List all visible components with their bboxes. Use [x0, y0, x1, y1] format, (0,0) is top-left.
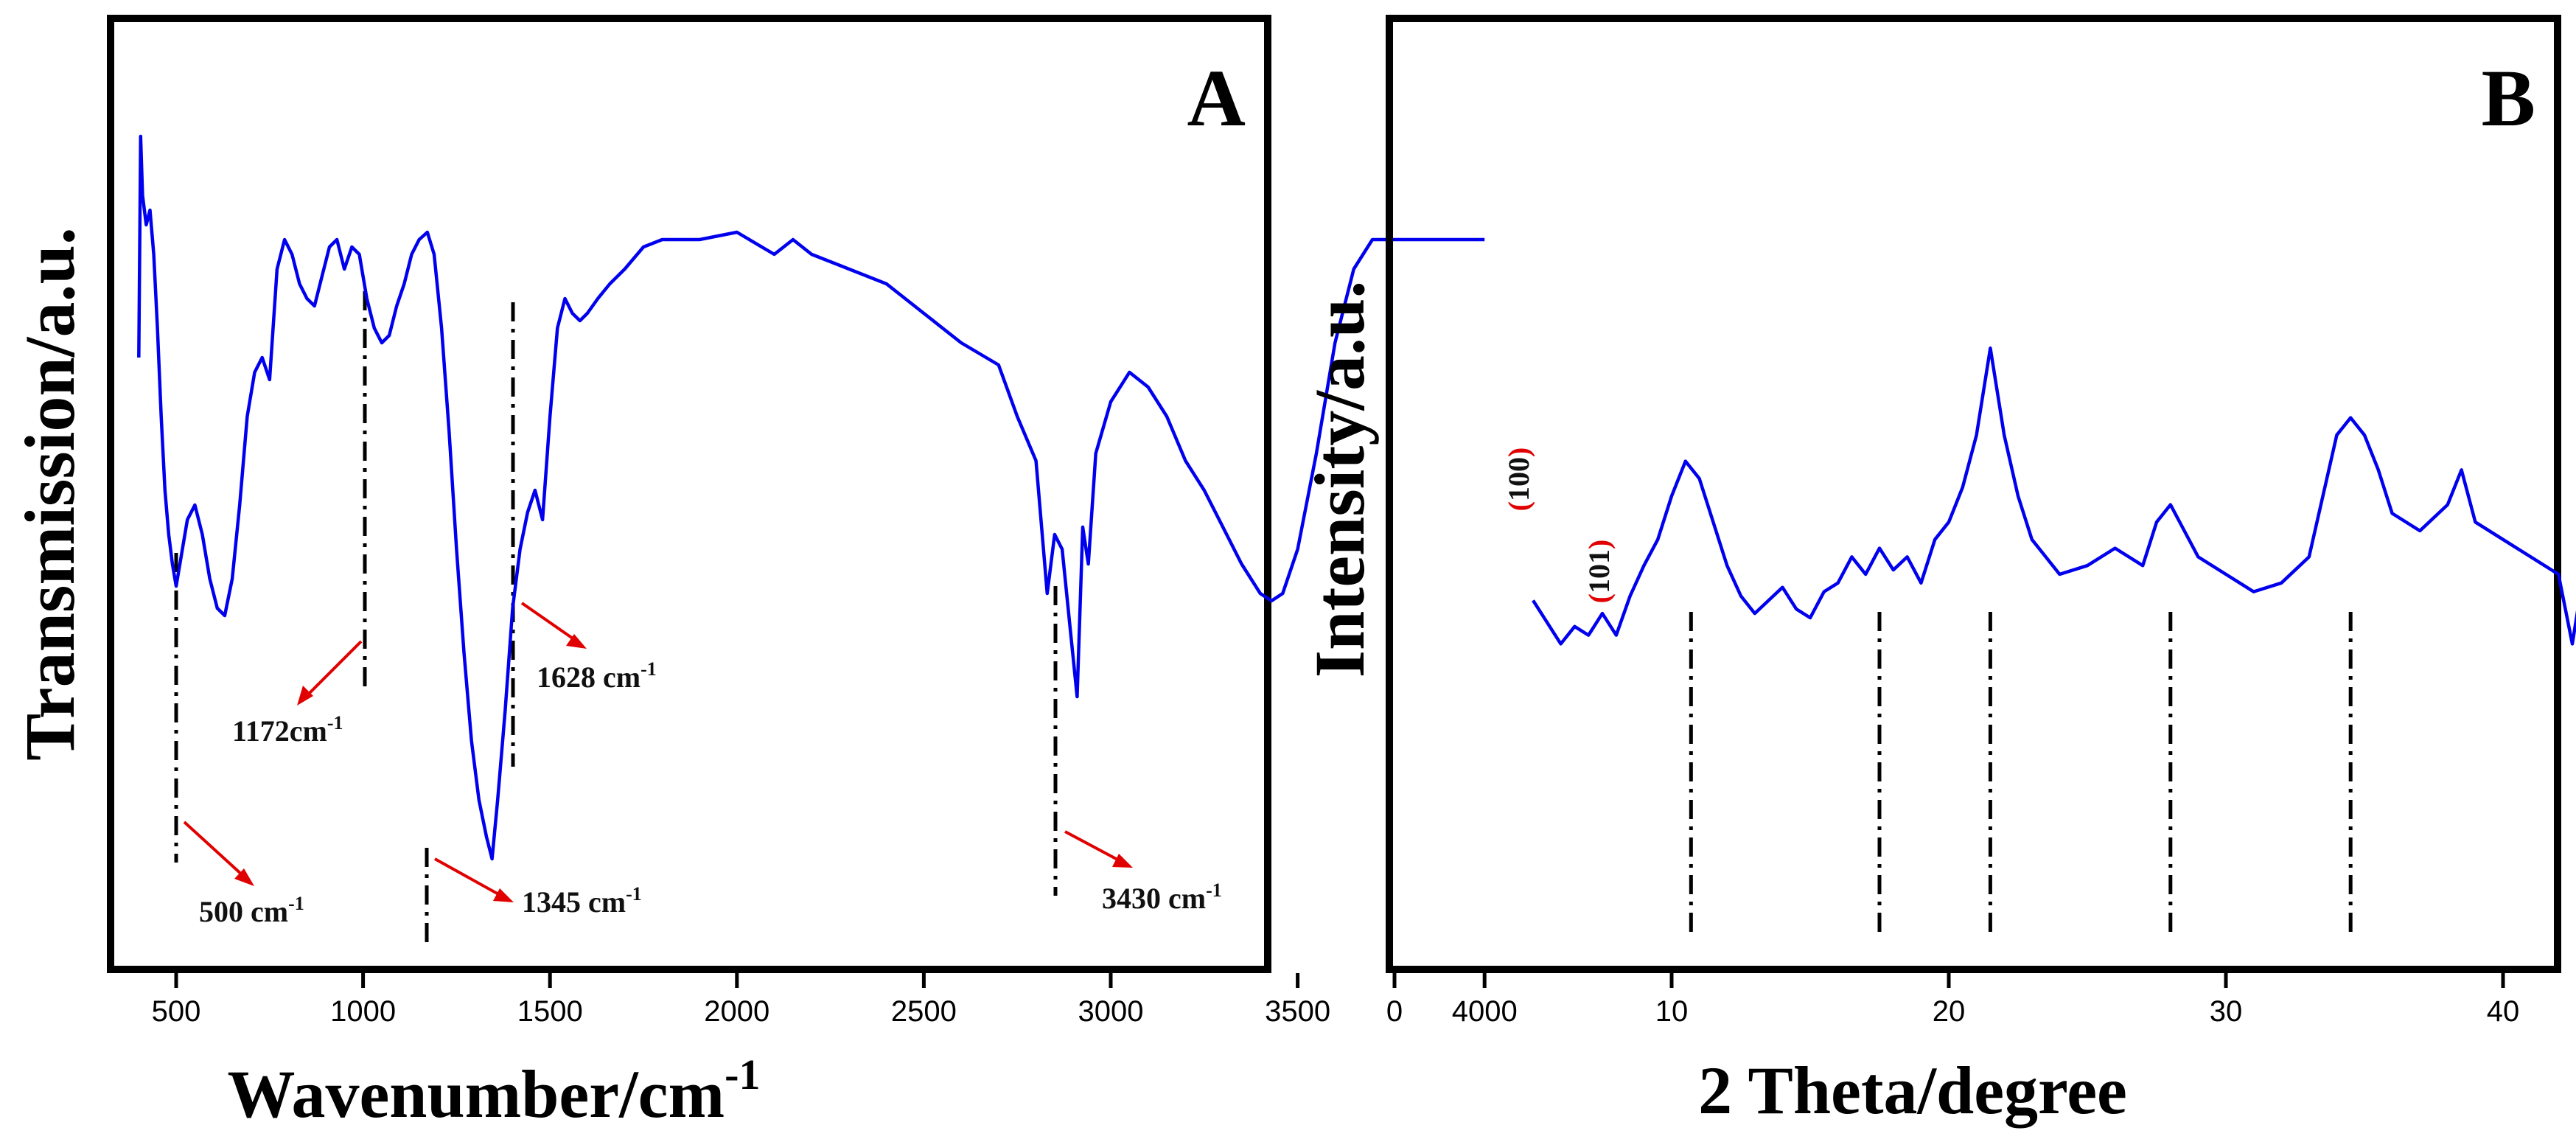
panel-b-label: B: [2482, 53, 2535, 143]
ftir-spectrum-line: [137, 134, 1485, 861]
panel-a-x-tick-label-1000: 1000: [330, 995, 396, 1028]
annotation-3430: 3430 cm-1: [1102, 879, 1222, 915]
arrow-1628: [520, 602, 576, 641]
panel-b-x-tick-label-30: 30: [2210, 995, 2243, 1028]
annotation-1628: 1628 cm-1: [537, 658, 657, 694]
panel-a-arrows: [183, 602, 1133, 902]
panel-a-frame: [107, 15, 1271, 973]
arrowhead-500: [234, 868, 254, 886]
panel-b-reference-lines: [1689, 612, 2353, 936]
panel-b-frame: [1386, 15, 2561, 973]
arrow-1345: [434, 857, 502, 897]
arrowhead-3430: [1112, 854, 1133, 868]
panel-b-x-axis: 0102030405060708090: [1386, 973, 2520, 1028]
panel-b-x-tick-label-20: 20: [1933, 995, 1966, 1028]
panel-a-ftir: A 500 cm-1 1172cm-1 1345 cm-1 1628 cm: [10, 15, 1518, 1132]
miller-index-100: (100): [1502, 447, 1535, 512]
panel-a-x-tick-label-2500: 2500: [891, 995, 957, 1028]
panel-a-x-tick-label-3000: 3000: [1078, 995, 1144, 1028]
panel-a-x-tick-label-3500: 3500: [1265, 995, 1330, 1028]
panel-b-x-tick-label-40: 40: [2487, 995, 2520, 1028]
panel-a-x-tick-label-4000: 4000: [1452, 995, 1518, 1028]
panel-a-x-axis: 500 1000 1500 2000 2500 3000 3500 4000: [152, 973, 1518, 1028]
panel-b-y-axis-label: Intensity/a.u.: [1300, 281, 1379, 678]
panel-a-x-tick-label-2000: 2000: [704, 995, 769, 1028]
panel-a-x-axis-label: Wavenumber/cm-1: [228, 1051, 761, 1132]
panel-a-reference-lines: [174, 291, 1058, 944]
miller-index-101: (101): [1582, 540, 1616, 604]
arrowhead-1345: [493, 888, 514, 902]
xrd-pattern-line: [1532, 346, 2576, 646]
annotation-1172: 1172cm-1: [232, 712, 343, 748]
annotation-500: 500 cm-1: [199, 893, 304, 928]
panel-a-annotations: 500 cm-1 1172cm-1 1345 cm-1 1628 cm-1 34…: [199, 658, 1222, 928]
arrowhead-1172: [297, 686, 313, 706]
panel-b-x-tick-label-0: 0: [1386, 995, 1403, 1028]
panel-a-x-tick-label-500: 500: [152, 995, 201, 1028]
panel-a-y-axis-label: Transmission/a.u.: [10, 227, 89, 761]
panel-a-x-tick-label-1500: 1500: [517, 995, 583, 1028]
panel-b-x-tick-label-10: 10: [1655, 995, 1689, 1028]
panel-a-label: A: [1187, 53, 1246, 143]
panel-b-xrd: B (100) (101) 0102030405060708090 2 Thet…: [1300, 15, 2576, 1128]
panel-b-miller-indices: (100) (101): [1502, 447, 1616, 604]
arrow-3430: [1064, 830, 1121, 863]
annotation-1345: 1345 cm-1: [522, 883, 642, 919]
arrow-1172: [307, 640, 363, 696]
arrowhead-1628: [566, 634, 587, 649]
arrow-500: [183, 821, 245, 877]
panel-b-x-axis-label: 2 Theta/degree: [1698, 1053, 2127, 1128]
